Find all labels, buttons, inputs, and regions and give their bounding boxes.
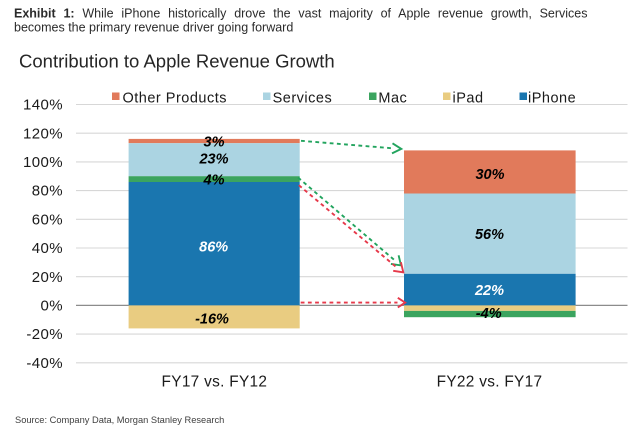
- svg-text:-20%: -20%: [26, 326, 63, 343]
- svg-text:-4%: -4%: [476, 306, 502, 322]
- svg-text:140%: 140%: [23, 97, 63, 114]
- svg-text:4%: 4%: [203, 172, 225, 188]
- svg-text:56%: 56%: [475, 227, 504, 243]
- svg-text:3%: 3%: [204, 135, 225, 151]
- svg-text:FY22 vs. FY17: FY22 vs. FY17: [437, 373, 543, 390]
- svg-text:Mac: Mac: [378, 91, 407, 107]
- svg-text:60%: 60%: [32, 211, 63, 228]
- svg-text:30%: 30%: [475, 167, 504, 183]
- svg-text:120%: 120%: [23, 125, 63, 142]
- svg-text:23%: 23%: [198, 151, 228, 167]
- svg-text:Contribution to Apple Revenue: Contribution to Apple Revenue Growth: [19, 51, 335, 72]
- svg-text:80%: 80%: [32, 183, 63, 200]
- svg-text:iPad: iPad: [453, 91, 484, 107]
- svg-text:becomes the primary revenue dr: becomes the primary revenue driver going…: [14, 21, 293, 35]
- svg-text:100%: 100%: [23, 154, 63, 171]
- svg-text:22%: 22%: [474, 283, 504, 299]
- svg-text:Exhibit 1: While iPhone histo: Exhibit 1: While iPhone historically dro…: [14, 7, 588, 21]
- svg-text:-40%: -40%: [26, 355, 63, 372]
- svg-text:Other Products: Other Products: [123, 91, 228, 107]
- svg-text:86%: 86%: [199, 240, 228, 256]
- svg-text:-16%: -16%: [195, 311, 229, 327]
- svg-text:FY17 vs. FY12: FY17 vs. FY12: [162, 373, 268, 390]
- svg-text:0%: 0%: [41, 298, 63, 315]
- svg-text:20%: 20%: [32, 269, 63, 286]
- svg-text:40%: 40%: [32, 240, 63, 257]
- svg-text:Services: Services: [273, 91, 333, 107]
- svg-text:Source: Company Data, Morgan S: Source: Company Data, Morgan Stanley Res…: [15, 415, 224, 425]
- svg-text:iPhone: iPhone: [528, 91, 576, 107]
